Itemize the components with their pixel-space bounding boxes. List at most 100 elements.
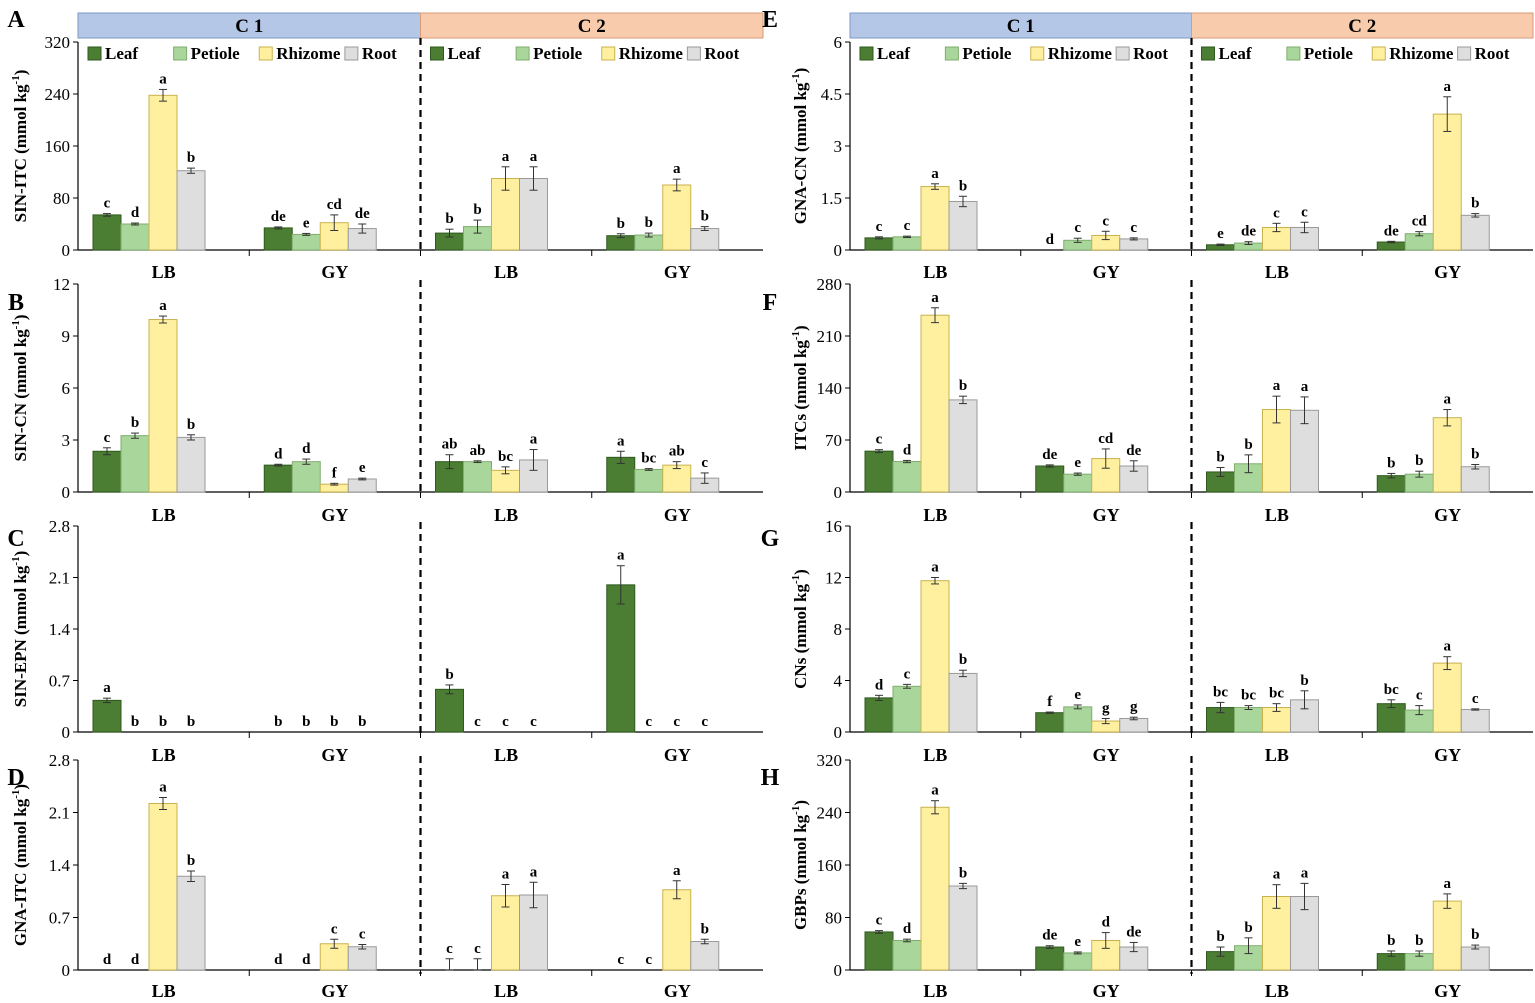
sig-label-H-3-0: b (1387, 933, 1395, 949)
legend-swatch-E-1-2 (1371, 46, 1386, 61)
sig-label-C-0-0: a (103, 680, 111, 696)
y-tick-label-B-4: 12 (53, 275, 70, 294)
legend-label-A-1-3: Root (704, 44, 739, 63)
category-label-E-0: LB (923, 262, 947, 282)
y-tick-label-E-0: 0 (834, 241, 843, 260)
panel-letter-C: C (7, 526, 24, 552)
sig-label-C-3-1: c (645, 714, 652, 730)
bar-F-1-1 (1063, 473, 1093, 493)
category-label-H-2: LB (1265, 981, 1289, 1001)
sig-label-D-2-2: a (502, 867, 510, 883)
legend-swatch-A-0-0 (87, 46, 102, 61)
category-label-E-3: GY (1434, 262, 1461, 282)
sig-label-C-2-3: c (530, 714, 537, 730)
y-axis-label-main-F: ITCs (mmol kg (791, 340, 810, 451)
y-tick-label-F-3: 210 (817, 327, 843, 346)
sig-label-B-1-2: f (332, 465, 338, 481)
y-axis-label-B: SIN-CN (mmol kg-1) (10, 314, 30, 461)
sig-label-C-3-2: c (673, 714, 680, 730)
sig-label-A-3-3: b (701, 209, 709, 225)
category-label-D-3: GY (664, 981, 691, 1001)
y-tick-label-H-0: 0 (834, 961, 843, 980)
bar-A-1-0 (263, 227, 293, 251)
sig-label-D-1-3: c (359, 927, 366, 943)
bar-E-0-0 (864, 237, 894, 251)
y-tick-label-D-2: 1.4 (49, 856, 71, 875)
legend-swatch-A-1-2 (601, 46, 616, 61)
y-tick-label-A-2: 160 (45, 137, 71, 156)
y-axis-label-F: ITCs (mmol kg-1) (790, 325, 810, 450)
y-tick-label-G-0: 0 (834, 723, 843, 742)
y-axis-label-A: SIN-ITC (mmol kg-1) (10, 70, 30, 223)
sig-label-C-1-1: b (302, 714, 310, 730)
panel-letter-F: F (763, 290, 778, 316)
sig-label-F-3-3: b (1471, 447, 1479, 463)
y-tick-label-A-3: 240 (45, 85, 71, 104)
sig-label-C-3-3: c (701, 714, 708, 730)
bar-H-1-1 (1063, 952, 1093, 971)
legend-swatch-E-1-3 (1457, 46, 1472, 61)
sig-label-G-1-2: g (1102, 700, 1110, 716)
sig-label-B-2-0: ab (442, 437, 458, 453)
sig-label-E-1-0: d (1046, 232, 1055, 248)
sig-label-B-1-0: d (274, 446, 283, 462)
y-tick-label-C-0: 0 (62, 723, 71, 742)
y-axis-label-end-G: ) (791, 569, 810, 575)
sig-label-D-1-0: d (274, 952, 283, 968)
legend-label-A-0-0: Leaf (105, 44, 138, 63)
category-label-A-3: GY (664, 262, 691, 282)
sig-label-B-3-2: ab (669, 444, 685, 460)
legend-label-E-0-1: Petiole (962, 44, 1012, 63)
sig-label-C-0-1: b (131, 714, 139, 730)
bar-B-3-1 (634, 468, 664, 493)
y-tick-label-F-0: 0 (834, 483, 843, 502)
bar-G-3-3 (1460, 708, 1490, 733)
y-tick-label-E-4: 6 (834, 33, 843, 52)
sig-label-B-2-2: bc (498, 449, 513, 465)
legend-label-E-1-3: Root (1475, 44, 1510, 63)
bar-G-0-2 (920, 580, 950, 733)
sig-label-C-1-2: b (330, 714, 338, 730)
y-tick-label-A-1: 80 (53, 189, 70, 208)
header-c2-label-E: C 2 (1348, 16, 1376, 37)
sig-label-G-2-2: bc (1269, 686, 1284, 702)
bar-H-0-2 (920, 806, 950, 971)
bar-B-2-1 (463, 461, 492, 493)
bar-E-0-3 (948, 200, 978, 251)
sig-label-E-3-3: b (1471, 196, 1479, 212)
bar-A-3-3 (690, 228, 720, 251)
sig-label-H-1-1: e (1074, 934, 1081, 950)
y-tick-label-H-2: 160 (817, 856, 843, 875)
y-axis-label-main-B: SIN-CN (mmol kg (11, 329, 30, 462)
y-axis-label-H: GBPs (mmol kg-1) (790, 800, 810, 930)
panel-letter-H: H (761, 765, 780, 791)
y-tick-label-D-1: 0.7 (49, 909, 71, 928)
sig-label-D-2-0: c (446, 941, 453, 957)
y-axis-label-G: CNs (mmol kg-1) (790, 569, 810, 689)
bar-B-1-3 (347, 478, 377, 493)
y-axis-label-main-C: SIN-EPN (mmol kg (11, 565, 30, 707)
y-tick-label-D-0: 0 (62, 961, 71, 980)
bar-F-0-3 (948, 399, 978, 493)
sig-label-F-3-2: a (1444, 392, 1452, 408)
bar-A-0-3 (176, 170, 206, 251)
sig-label-F-0-3: b (959, 378, 967, 394)
category-label-E-2: LB (1265, 262, 1289, 282)
bar-E-3-2 (1432, 113, 1462, 251)
legend-label-A-1-2: Rhizome (619, 44, 684, 63)
sig-label-E-2-0: e (1217, 226, 1224, 242)
bar-A-0-2 (148, 94, 178, 251)
category-label-B-2: LB (494, 505, 518, 525)
sig-label-B-1-3: e (359, 460, 366, 476)
sig-label-G-0-1: c (904, 666, 911, 682)
header-c2-band-E (1191, 12, 1534, 39)
y-tick-label-B-2: 6 (62, 379, 71, 398)
bar-G-1-3 (1119, 717, 1149, 733)
sig-label-H-1-3: de (1126, 924, 1141, 940)
sig-label-D-2-3: a (530, 864, 538, 880)
bar-G-0-0 (864, 697, 894, 733)
category-label-G-2: LB (1265, 745, 1289, 765)
sig-label-E-2-3: c (1301, 204, 1308, 220)
category-label-B-3: GY (664, 505, 691, 525)
sig-label-D-0-2: a (159, 780, 167, 796)
